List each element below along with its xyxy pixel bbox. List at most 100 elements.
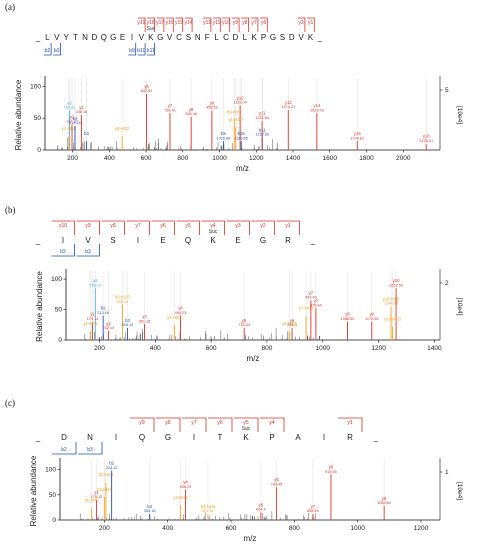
peak-label: y6-H2O [282, 321, 297, 326]
y-ion-bracket [147, 17, 155, 32]
sequence-residue: S [280, 33, 285, 42]
x-tick-label: 600 [141, 155, 152, 162]
sequence-residue: S [186, 33, 191, 42]
y-ion-label: y8 [110, 223, 116, 229]
sequence-residue: T [218, 433, 223, 442]
peak-value: 958.53 [206, 106, 218, 110]
peak-label: y10 [237, 95, 244, 100]
x-tick-label: 200 [67, 155, 78, 162]
x-tick-label: 1000 [316, 345, 331, 352]
y-ion-bracket [231, 17, 240, 32]
peak-label: b2 [101, 306, 106, 311]
peak-label: y7 [309, 290, 314, 295]
y-ion-bracket [297, 17, 306, 32]
peak-label: y12 [285, 100, 292, 105]
peak-value: 175.12 [91, 495, 103, 499]
y-ion-label: y19 [137, 20, 145, 26]
peak-label: y15 [354, 131, 361, 136]
y-ion-bracket [76, 220, 100, 235]
x-tick-label: 1400 [286, 155, 301, 162]
y-ion-label: y7 [191, 420, 197, 426]
sequence-residue: I [323, 433, 325, 442]
right-tick-label: 5 [445, 87, 449, 94]
sequence-residue: E [160, 236, 165, 245]
x-tick-label: 2000 [396, 155, 411, 162]
sequence-residue: R [347, 433, 353, 442]
peak-value: 1088.52 [341, 317, 355, 321]
x-axis-label: m/z [244, 534, 257, 543]
peak-value: 718.34 [238, 323, 250, 327]
y-ion-label: y10 [59, 223, 67, 229]
b-ion-bracket [76, 244, 100, 257]
y-ion-bracket [201, 220, 225, 235]
sequence-residue: C [223, 33, 229, 42]
y-ion-bracket [226, 220, 250, 235]
sequence-residue: D [289, 33, 295, 42]
b-ion-bracket [53, 43, 61, 56]
y-ion-label: y2 [299, 20, 305, 26]
peak-value: 1083.62 [377, 501, 391, 505]
peak-label: b2 [109, 461, 114, 466]
b-ion-bracket [52, 442, 77, 455]
y-axis-label: Relative abundance [14, 79, 23, 150]
y-tick-label: 0 [37, 147, 41, 154]
peak-label: y4 [178, 306, 183, 311]
peak-value: 1262.59 [389, 283, 403, 287]
peak-label: y7-NH3 [299, 306, 314, 311]
peak-value: 1529.78 [310, 108, 324, 112]
peak-value: 694.4 [256, 508, 266, 512]
peak-value: 147.37 [66, 120, 78, 124]
peak-value: 185.13 [90, 283, 102, 287]
b-ion-label: b11 [147, 48, 155, 54]
peak-value: 456.29 [180, 485, 192, 489]
sequence-residue: K [148, 33, 154, 42]
peak-value: 858.54 [307, 509, 319, 513]
y-ion-bracket [182, 417, 207, 432]
sequence-residue: I [193, 433, 195, 442]
b-ion-bracket [43, 43, 52, 56]
b-ion-label: b9 [129, 48, 135, 54]
peak-label: y8 [189, 107, 194, 112]
y-ion-bracket [260, 417, 285, 432]
sequence-residue: A [295, 433, 301, 442]
sequence-residue: G [260, 236, 266, 245]
y-ion-label: y1 [308, 20, 314, 26]
sequence-residue: G [270, 33, 276, 42]
panel-label: (a) [5, 2, 15, 12]
sequence-residue: Q [185, 236, 191, 245]
y-ion-bracket [241, 17, 249, 32]
peak-value: 743.45 [271, 482, 283, 486]
sequence-residue: I [131, 33, 133, 42]
sequence-residue: _ [310, 236, 316, 245]
y-tick-label: 0 [58, 337, 62, 344]
sequence-residue: D [61, 433, 67, 442]
y-ion-bracket [51, 220, 75, 235]
y-tick-label: 50 [49, 492, 57, 499]
peak-value: 975.44 [310, 304, 322, 308]
y-ion-label: y5 [243, 420, 249, 426]
peak-value: 300.19 [122, 323, 134, 327]
x-tick-label: 1200 [371, 345, 386, 352]
y-ion-label: y12 [203, 20, 211, 26]
y-ion-label: y7 [252, 20, 258, 26]
x-tick-label: 400 [162, 525, 173, 532]
sequence-residue: D [233, 33, 239, 42]
peak-label: y4-H2O [167, 315, 182, 320]
y-ion-label: y6 [261, 20, 267, 26]
sequence-residue: T [73, 33, 78, 42]
peak-label: y14 [313, 103, 320, 108]
y-tick-label: 100 [51, 276, 62, 283]
x-tick-label: 200 [99, 525, 110, 532]
sequence-residue: F [205, 33, 210, 42]
peak-label: y4 [183, 480, 188, 485]
peak-label: y10-NH3 [384, 317, 401, 322]
peak-value: 845.46 [185, 112, 197, 116]
y-ion-label: y11 [213, 20, 221, 26]
peak-label: b3-H2O [115, 295, 130, 300]
b-ion-label: b2 [61, 447, 67, 453]
peak-label: y9 [382, 496, 387, 501]
sequence-residue: Y [64, 33, 70, 42]
sequence-residue: D [92, 33, 98, 42]
sequence-residue: K [308, 33, 314, 42]
